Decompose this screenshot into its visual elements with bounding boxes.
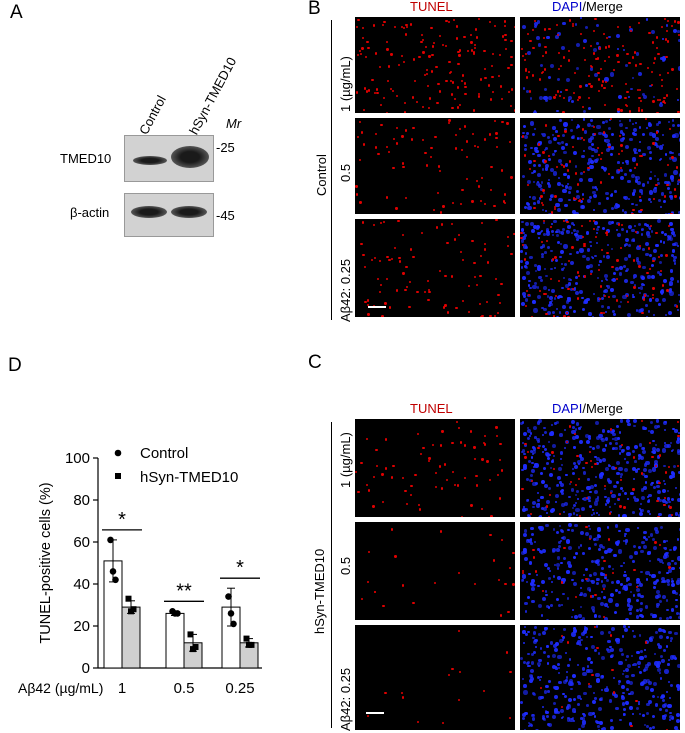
micrograph-c-tunel-2 xyxy=(355,522,515,620)
y-axis-label: TUNEL-positive cells (%) xyxy=(38,482,54,643)
panel-b-group-bracket xyxy=(331,20,332,320)
data-point-control xyxy=(107,536,114,544)
bar-tmed10 xyxy=(121,606,141,669)
micrograph-c-merge-3 xyxy=(520,625,680,730)
blot-label-actin: β-actin xyxy=(70,205,110,220)
data-point-tmed10 xyxy=(192,644,199,650)
y-tick-label: 0 xyxy=(82,660,90,677)
micrograph-b-merge-2 xyxy=(520,118,680,214)
micrograph-b-tunel-3 xyxy=(355,219,515,317)
data-point-control xyxy=(174,610,181,617)
y-tick-label: 100 xyxy=(65,450,90,467)
marker-25: -25 xyxy=(216,140,235,155)
marker-45: -45 xyxy=(216,208,235,223)
data-point-tmed10 xyxy=(125,595,132,602)
micrograph-b-tunel-2 xyxy=(355,118,515,214)
micrograph-c-merge-2 xyxy=(520,522,680,620)
data-point-control xyxy=(109,568,117,575)
data-point-control xyxy=(112,576,119,584)
panel-b-row2-label: 0.5 xyxy=(338,163,353,182)
tunel-bar-chart: 0 20 40 60 80 100 TUNEL-positive cells (%) Aβ42… xyxy=(18,445,262,697)
panel-c-row1-label: 1 (µg/mL) xyxy=(338,432,353,488)
data-point-tmed10 xyxy=(187,631,194,638)
legend-label-control: Control xyxy=(140,445,188,462)
data-point-control xyxy=(230,620,237,628)
mr-label: Mr xyxy=(226,116,242,131)
significance-star: ** xyxy=(176,580,192,602)
scale-bar-b xyxy=(368,306,386,308)
panel-b-group-label: Control xyxy=(314,154,329,196)
micrograph-b-tunel-1 xyxy=(355,17,515,113)
significance-star: * xyxy=(236,557,244,579)
panel-b-dapi-text: DAPI xyxy=(552,0,583,14)
y-tick-label: 80 xyxy=(73,492,90,509)
data-point-tmed10 xyxy=(248,641,255,648)
panel-c-tunel-header: TUNEL xyxy=(410,401,453,416)
lane-label-control: Control xyxy=(136,92,169,138)
panel-b-merge-text: /Merge xyxy=(582,0,623,14)
data-point-control xyxy=(225,593,232,600)
data-point-control xyxy=(227,610,235,617)
legend-label-tmed10: hSyn-TMED10 xyxy=(140,469,238,486)
micrograph-b-merge-1 xyxy=(520,17,680,113)
panel-b-tunel-header: TUNEL xyxy=(410,0,453,14)
micrograph-c-tunel-1 xyxy=(355,419,515,517)
legend-marker-control xyxy=(114,449,122,457)
panel-c-row2-label: 0.5 xyxy=(338,556,353,575)
panel-c-merge-text: /Merge xyxy=(582,401,623,416)
panel-b-row3-label: Aβ42: 0.25 xyxy=(338,258,353,322)
micrograph-c-tunel-3 xyxy=(355,625,515,730)
scale-bar-c xyxy=(366,712,384,714)
x-tick-label: 0.25 xyxy=(225,680,254,697)
micrograph-c-merge-1 xyxy=(520,419,680,517)
data-point-tmed10 xyxy=(130,606,137,613)
panel-label-d: D xyxy=(8,355,22,376)
y-tick-label: 20 xyxy=(73,618,90,635)
bar-control xyxy=(165,612,185,669)
data-point-tmed10 xyxy=(243,635,250,642)
micrograph-b-merge-3 xyxy=(520,219,680,317)
panel-label-a: A xyxy=(10,2,23,23)
x-axis-label: Aβ42 (µg/mL) xyxy=(18,680,103,696)
blot-tmed10 xyxy=(124,135,214,182)
y-tick-label: 60 xyxy=(73,534,90,551)
legend-marker-tmed10 xyxy=(115,473,121,479)
panel-c-group-bracket xyxy=(331,422,332,728)
blot-actin xyxy=(124,193,214,237)
panel-label-b: B xyxy=(308,0,321,19)
panel-b-row1-label: 1 (µg/mL) xyxy=(338,56,353,112)
panel-c-row3-label: Aβ42: 0.25 xyxy=(338,667,353,731)
panel-label-c: C xyxy=(308,352,322,373)
x-tick-label: 0.5 xyxy=(174,680,195,697)
y-tick-label: 40 xyxy=(73,576,90,593)
x-tick-label: 1 xyxy=(118,680,126,697)
panel-c-dapi-text: DAPI xyxy=(552,401,583,416)
panel-c-dapi-merge-header: DAPI/Merge xyxy=(552,401,623,416)
blot-label-tmed10: TMED10 xyxy=(60,151,112,166)
panel-c-group-label: hSyn-TMED10 xyxy=(312,548,327,634)
panel-b-dapi-merge-header: DAPI/Merge xyxy=(552,0,623,14)
significance-star: * xyxy=(118,509,126,531)
